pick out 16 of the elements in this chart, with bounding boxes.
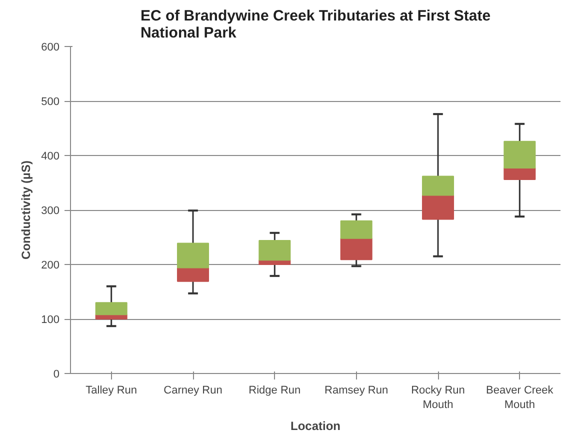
y-axis-title: Conductivity (µS): [19, 160, 34, 260]
y-tick-label: 600: [41, 42, 60, 54]
x-axis-title: Location: [290, 418, 340, 433]
x-tick-label: Ridge Run: [248, 384, 301, 396]
y-tick-label: 0: [53, 368, 60, 380]
x-tick-label: Ramsey Run: [324, 384, 388, 396]
y-tick-label: 100: [41, 314, 60, 326]
chart-title: EC of Brandywine Creek Tributaries at First State National Park: [140, 8, 491, 42]
y-tick-label: 400: [41, 150, 60, 162]
x-tick-label: Beaver Creek Mouth: [486, 384, 554, 411]
y-tick-label: 200: [41, 260, 60, 272]
x-tick-label: Rocky Run Mouth: [411, 384, 465, 411]
y-tick-label: 300: [41, 205, 60, 217]
y-tick-label: 500: [41, 96, 60, 108]
x-tick-label: Talley Run: [86, 384, 138, 396]
x-tick-label: Carney Run: [164, 384, 222, 396]
